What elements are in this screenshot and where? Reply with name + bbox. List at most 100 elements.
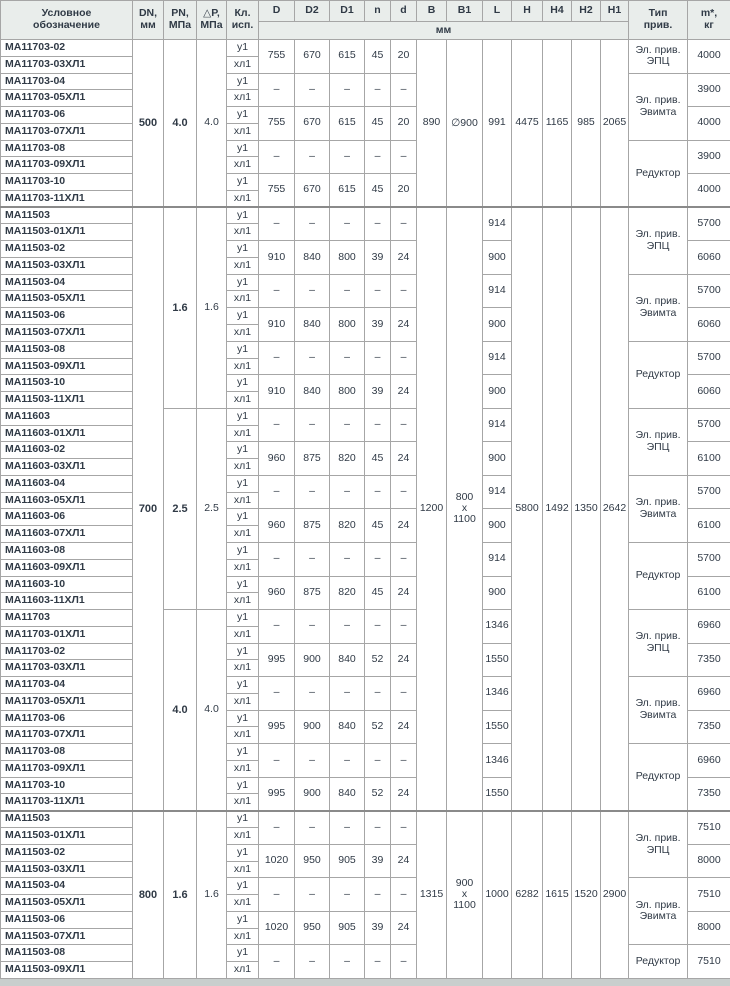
dim-cell-D1: 905 [329,843,365,879]
header-dim-B: B [416,0,447,22]
class-cell: у1 [226,340,259,359]
table-row: МА11503-05ХЛ1 хл1 [0,290,730,309]
dim-cell-D1: 800 [329,307,365,342]
dim-cell-D1: 820 [329,508,365,543]
designation-cell: МА11503-04 [0,877,133,896]
designation-cell: МА11603-04 [0,474,133,493]
table-row: МА11703-08 у1– – – – –1346 Редуктор 6960 [0,743,730,812]
header-dim-D1: D1 [329,0,365,22]
mass-cell: 3900 [687,72,730,108]
mass-cell: 7350 [687,642,730,678]
l-cell: 900 [482,508,512,543]
header-dim-H2: H2 [571,0,601,22]
dim-cell-D: 995 [258,776,295,812]
designation-cell: МА11503 [0,206,133,225]
designation-cell: МА11603 [0,407,133,426]
dp-cell: 4.0 [196,609,227,812]
table-row: МА11703-02 500 4.0 4.0 у1 755 670 615 45 20 890 ∅90… [0,39,730,208]
class-cell: хл1 [226,424,259,443]
h1-cell: 2642 [600,206,629,812]
dim-cell-n: 45 [364,173,391,208]
l-cell: 1550 [482,709,512,745]
b-cell: 1315 [416,809,447,979]
dim-cell-n: 39 [364,374,391,409]
header-dim-L: L [482,0,512,22]
header-dim-D2: D2 [294,0,330,22]
class-cell: хл1 [226,357,259,376]
mass-cell: 7510 [687,809,730,845]
dim-cell-d: – [390,676,417,711]
dim-cell-D: 1020 [258,843,295,879]
designation-cell: МА11503-05ХЛ1 [0,290,133,309]
mass-cell: 8000 [687,843,730,879]
h2-cell: 1350 [571,206,601,812]
designation-cell: МА11603-08 [0,541,133,560]
class-cell: хл1 [226,324,259,342]
table-row: МА11503-08 у1– – – – – Редуктор 7510 [0,944,730,979]
dim-cell-n: 39 [364,240,391,275]
dim-cell-D2: – [294,139,330,175]
drive-type-cell: Эл. прив. ЭПЦ [628,39,688,74]
class-cell: хл1 [226,592,259,611]
dim-cell-D2: – [294,407,330,443]
dim-cell-n: – [364,206,391,242]
header-unit-mm: мм [258,21,629,40]
class-cell: хл1 [226,625,259,644]
l-cell: 900 [482,441,512,476]
dim-cell-d: 24 [390,776,417,812]
designation-cell: МА11703-10 [0,776,133,795]
mass-cell: 6060 [687,240,730,275]
dim-cell-D2: 875 [294,441,330,476]
class-cell: хл1 [226,826,259,845]
dim-cell-D1: – [329,609,365,644]
drive-type-cell: Эл. прив. Эвимта [628,273,688,342]
header-dim-H: H [511,0,543,22]
dim-cell-D2: – [294,72,330,108]
dim-cell-n: – [364,340,391,376]
table-row: МА11703-07ХЛ1 хл1 [0,726,730,745]
class-cell: у1 [226,743,259,761]
class-cell: хл1 [226,156,259,175]
pn-cell: 2.5 [163,407,197,611]
designation-cell: МА11503-07ХЛ1 [0,324,133,342]
dim-cell-n: 45 [364,508,391,543]
dim-cell-D2: – [294,340,330,376]
table-row: МА11503-06 у1 910 840 800 39 24 900 6060 [0,307,730,342]
dim-cell-d: 24 [390,374,417,409]
dim-cell-D2: 900 [294,776,330,812]
h2-cell: 1520 [571,809,601,979]
l-cell: 900 [482,240,512,275]
dim-cell-D: – [258,474,295,510]
dim-cell-D2: – [294,944,330,979]
b-cell: 1200 [416,206,447,812]
designation-cell: МА11503-09ХЛ1 [0,961,133,979]
table-row: МА11703-10 у1 995 900 840 52 24 1550 7350 [0,776,730,812]
h-cell: 5800 [511,206,543,812]
dim-cell-D1: 840 [329,642,365,678]
designation-cell: МА11503-06 [0,307,133,326]
class-cell: хл1 [226,692,259,711]
class-cell: у1 [226,709,259,728]
class-cell: у1 [226,173,259,191]
dim-cell-D1: – [329,474,365,510]
header-row-2: мм [1,21,730,40]
mass-cell: 5700 [687,541,730,577]
table-cut-edge [0,981,730,986]
dim-cell-n: 52 [364,642,391,678]
class-cell: хл1 [226,726,259,745]
table-row: МА11703-03ХЛ1 хл1 [0,659,730,678]
class-cell: у1 [226,944,259,963]
dim-cell-d: – [390,809,417,845]
dp-cell: 4.0 [196,39,227,208]
designation-cell: МА11503-04 [0,273,133,292]
dim-cell-d: – [390,139,417,175]
dim-cell-D1: – [329,139,365,175]
dim-cell-d: – [390,877,417,912]
dim-cell-D2: 840 [294,240,330,275]
dim-cell-D1: 615 [329,106,365,141]
class-cell: у1 [226,307,259,326]
dim-cell-d: – [390,206,417,242]
class-cell: у1 [226,910,259,929]
l-cell: 900 [482,374,512,409]
class-cell: хл1 [226,55,259,74]
